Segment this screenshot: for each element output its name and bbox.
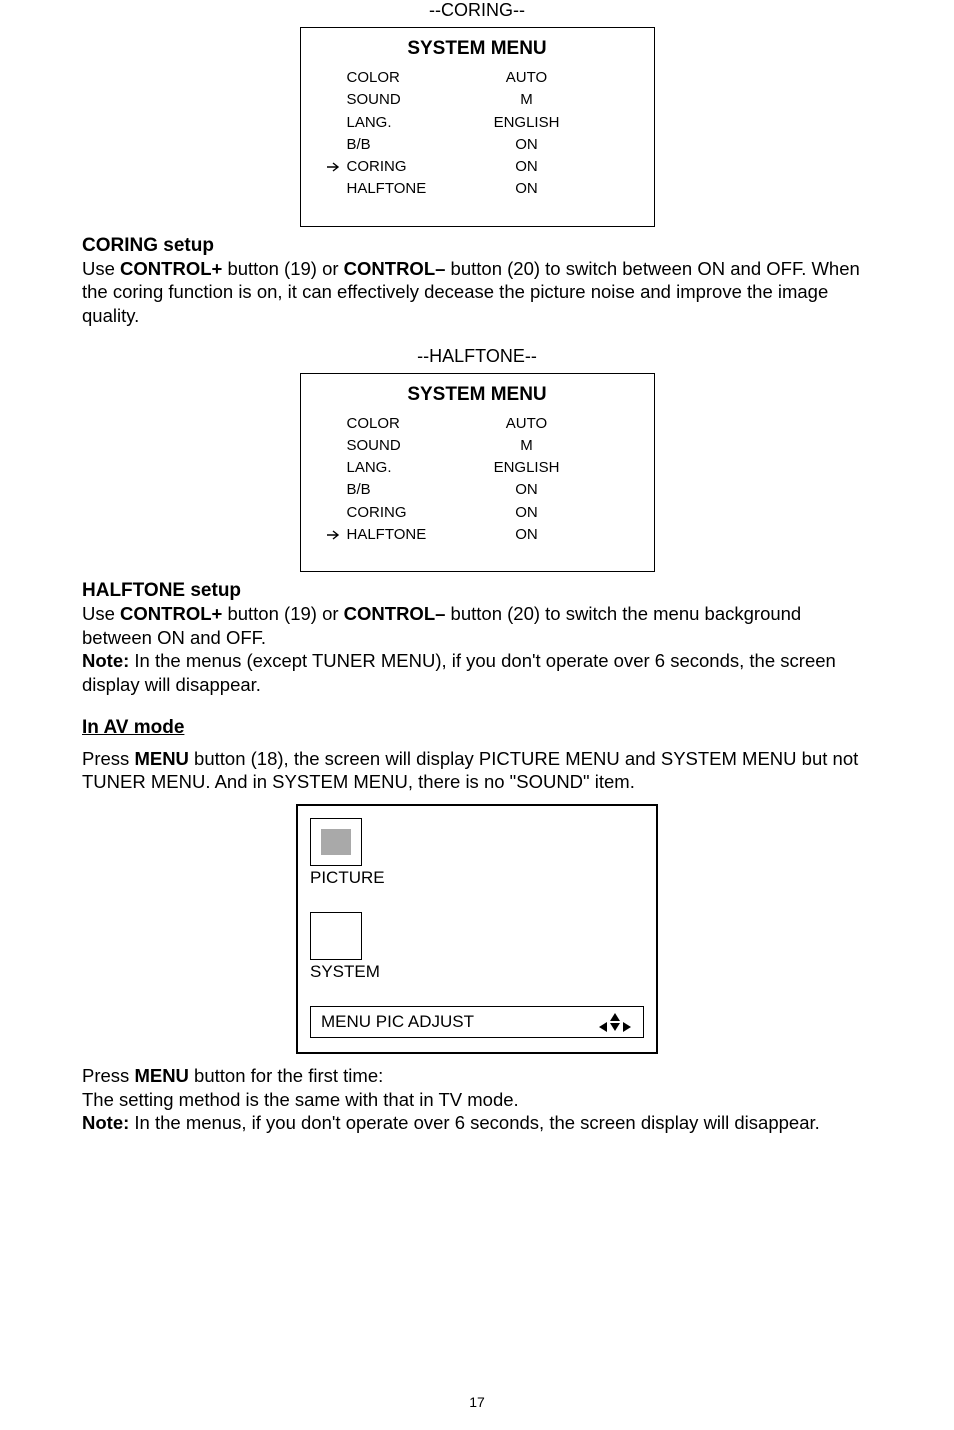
- menu-row-key: SOUND: [347, 436, 467, 456]
- menu-row-arrow: [319, 525, 347, 545]
- av-after-1: Press MENU button for the first time:: [82, 1064, 872, 1088]
- menu-row: HALFTONEON: [319, 525, 636, 545]
- menu-row: COLORAUTO: [319, 414, 636, 434]
- menu-row-key: COLOR: [347, 68, 467, 88]
- coring-label: --CORING--: [82, 0, 872, 21]
- av-mode-panel: PICTURE SYSTEM MENU PIC ADJUST: [296, 804, 658, 1054]
- menu-row-val: M: [467, 90, 587, 110]
- menu-row-key: COLOR: [347, 414, 467, 434]
- menu-row: B/BON: [319, 135, 636, 155]
- text: In the menus (except TUNER MENU), if you…: [82, 650, 836, 695]
- menu-row: B/BON: [319, 480, 636, 500]
- halftone-setup-p2: Note: In the menus (except TUNER MENU), …: [82, 649, 872, 696]
- coring-menu-title: SYSTEM MENU: [319, 38, 636, 60]
- text: button (18), the screen will display PIC…: [82, 748, 858, 793]
- arrow-down-icon: [610, 1023, 620, 1031]
- menu-row: HALFTONEON: [319, 179, 636, 199]
- text-bold: CONTROL–: [344, 603, 446, 624]
- text: Press: [82, 748, 134, 769]
- menu-row-val: ON: [467, 503, 587, 523]
- text: In the menus, if you don't operate over …: [129, 1112, 820, 1133]
- text-bold: Note:: [82, 650, 129, 671]
- halftone-menu-title: SYSTEM MENU: [319, 384, 636, 406]
- menu-pic-adjust-bar: MENU PIC ADJUST: [310, 1006, 644, 1038]
- coring-setup-heading: CORING setup: [82, 235, 872, 257]
- picture-group: PICTURE: [310, 818, 644, 888]
- menu-row-key: B/B: [347, 480, 467, 500]
- halftone-setup-text: HALFTONE setup Use CONTROL+ button (19) …: [82, 580, 872, 697]
- coring-menu-rows: COLORAUTOSOUNDMLANG.ENGLISHB/BONCORINGON…: [319, 68, 636, 200]
- text-bold: MENU: [134, 748, 188, 769]
- coring-menu-box: SYSTEM MENU COLORAUTOSOUNDMLANG.ENGLISHB…: [300, 27, 655, 227]
- menu-row-val: M: [467, 436, 587, 456]
- picture-icon-fill: [321, 829, 351, 855]
- halftone-menu-box: SYSTEM MENU COLORAUTOSOUNDMLANG.ENGLISHB…: [300, 373, 655, 573]
- coring-setup-text: CORING setup Use CONTROL+ button (19) or…: [82, 235, 872, 328]
- menu-row-key: CORING: [347, 157, 467, 177]
- menu-row-key: LANG.: [347, 113, 467, 133]
- arrow-up-icon: [610, 1013, 620, 1021]
- text: button (19) or: [222, 603, 343, 624]
- menu-row-key: HALFTONE: [347, 179, 467, 199]
- arrow-left-icon: [599, 1022, 607, 1032]
- av-mode-after: Press MENU button for the first time: Th…: [82, 1064, 872, 1135]
- menu-row-key: HALFTONE: [347, 525, 467, 545]
- text-bold: CONTROL+: [120, 603, 222, 624]
- text: button for the first time:: [189, 1065, 383, 1086]
- menu-row: SOUNDM: [319, 436, 636, 456]
- text: Press: [82, 1065, 134, 1086]
- menu-row: LANG.ENGLISH: [319, 113, 636, 133]
- menu-pic-adjust-label: MENU PIC ADJUST: [321, 1012, 474, 1032]
- text: Use: [82, 603, 120, 624]
- halftone-menu-rows: COLORAUTOSOUNDMLANG.ENGLISHB/BONCORINGON…: [319, 414, 636, 546]
- menu-row: COLORAUTO: [319, 68, 636, 88]
- menu-row-val: ENGLISH: [467, 113, 587, 133]
- menu-row: LANG.ENGLISH: [319, 458, 636, 478]
- av-mode-heading: In AV mode: [82, 717, 872, 739]
- menu-row-val: AUTO: [467, 414, 587, 434]
- menu-row: SOUNDM: [319, 90, 636, 110]
- menu-row-val: AUTO: [467, 68, 587, 88]
- picture-icon-box: [310, 818, 362, 866]
- menu-row-val: ENGLISH: [467, 458, 587, 478]
- halftone-setup-heading: HALFTONE setup: [82, 580, 872, 602]
- menu-row-val: ON: [467, 525, 587, 545]
- system-label: SYSTEM: [310, 962, 644, 982]
- av-after-2: The setting method is the same with that…: [82, 1088, 872, 1112]
- text-bold: Note:: [82, 1112, 129, 1133]
- halftone-setup-p1: Use CONTROL+ button (19) or CONTROL– but…: [82, 602, 872, 649]
- menu-row-val: ON: [467, 135, 587, 155]
- av-mode-intro: Press MENU button (18), the screen will …: [82, 747, 872, 794]
- system-group: SYSTEM: [310, 912, 644, 982]
- menu-row-val: ON: [467, 179, 587, 199]
- menu-row-val: ON: [467, 480, 587, 500]
- text-bold: CONTROL+: [120, 258, 222, 279]
- coring-setup-body: Use CONTROL+ button (19) or CONTROL– but…: [82, 257, 872, 328]
- menu-row-key: LANG.: [347, 458, 467, 478]
- text-bold: MENU: [134, 1065, 188, 1086]
- direction-arrows: [597, 1012, 633, 1032]
- menu-row-arrow: [319, 157, 347, 177]
- menu-row-key: SOUND: [347, 90, 467, 110]
- menu-row: CORINGON: [319, 503, 636, 523]
- arrow-right-icon: [623, 1022, 631, 1032]
- menu-row-key: CORING: [347, 503, 467, 523]
- text-bold: CONTROL–: [344, 258, 446, 279]
- menu-row-key: B/B: [347, 135, 467, 155]
- text: button (19) or: [222, 258, 343, 279]
- text: Use: [82, 258, 120, 279]
- av-mode-intro-p: Press MENU button (18), the screen will …: [82, 747, 872, 794]
- av-after-3: Note: In the menus, if you don't operate…: [82, 1111, 872, 1135]
- menu-row: CORINGON: [319, 157, 636, 177]
- page-number: 17: [0, 1394, 954, 1410]
- menu-row-val: ON: [467, 157, 587, 177]
- halftone-label: --HALFTONE--: [82, 346, 872, 367]
- system-icon-box: [310, 912, 362, 960]
- picture-label: PICTURE: [310, 868, 644, 888]
